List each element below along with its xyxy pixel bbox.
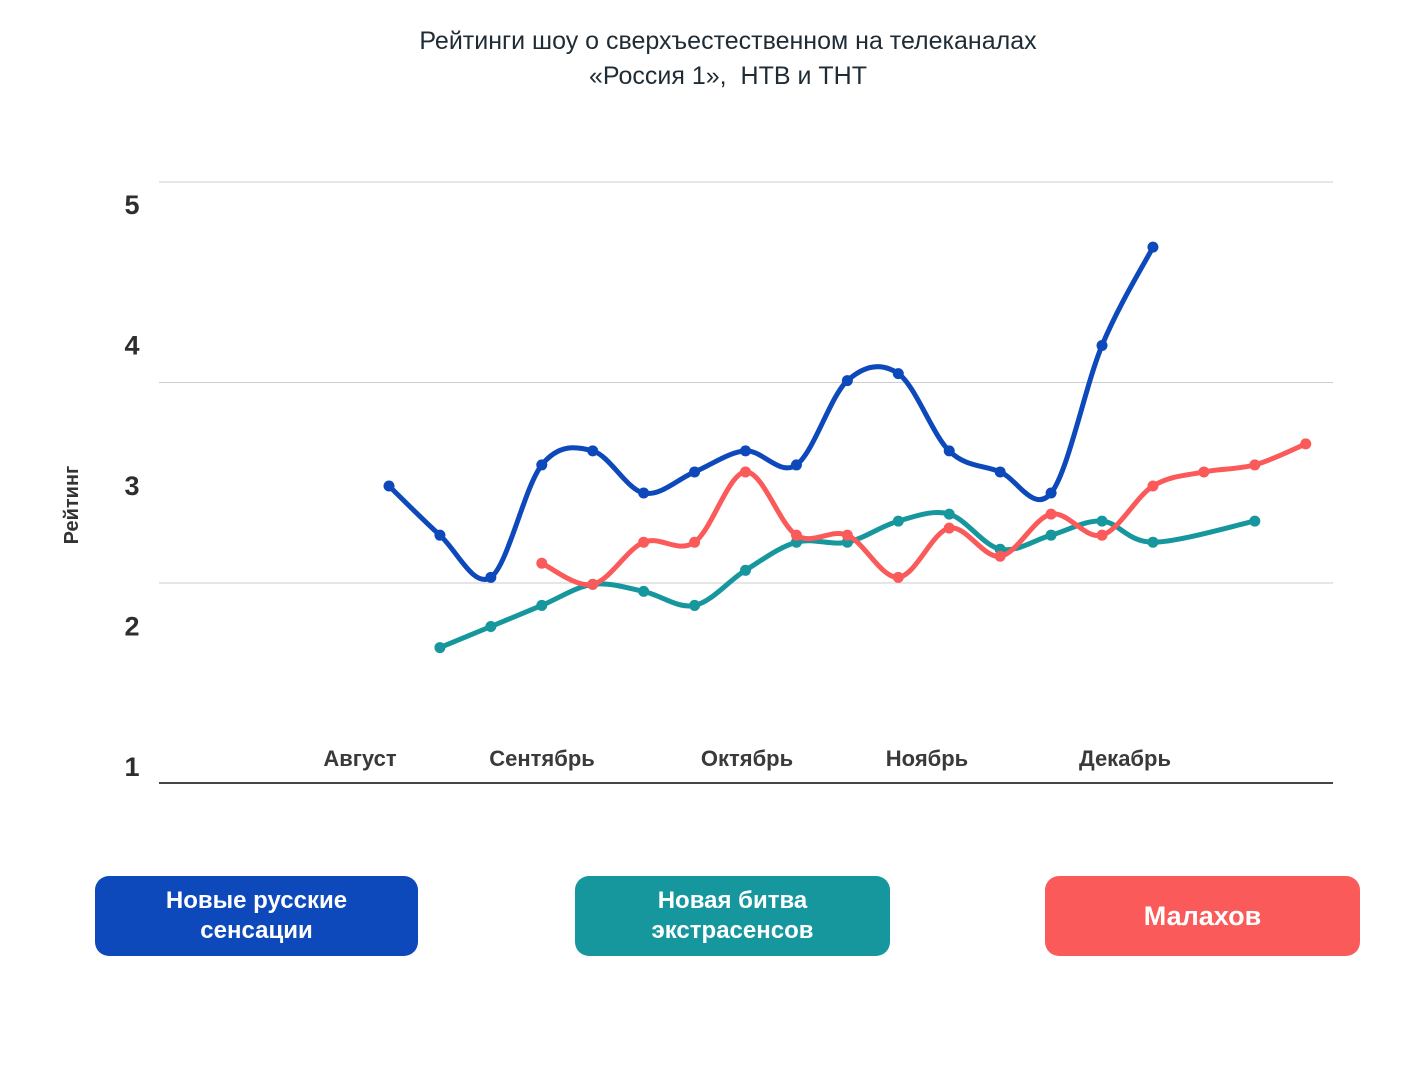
series-2	[536, 438, 1312, 590]
chart-title-line-1: Рейтинги шоу о сверхъестественном на тел…	[419, 27, 1037, 55]
legend-button-label: Малахов	[1143, 901, 1262, 931]
data-point	[1096, 529, 1108, 541]
legend-button-label: Новые русские сенсации	[165, 887, 348, 944]
data-point	[1249, 459, 1261, 471]
legend-button-malahov[interactable]: Малахов	[1045, 876, 1360, 956]
data-point	[1147, 536, 1159, 548]
data-point	[587, 578, 599, 590]
data-point	[434, 642, 446, 654]
data-point	[1198, 466, 1210, 478]
data-point	[790, 459, 802, 471]
data-point	[892, 368, 904, 380]
chart-title-line-2: «Россия 1», НТВ и ТНТ	[589, 62, 867, 90]
chart-title: Рейтинги шоу о сверхъестественном на тел…	[28, 24, 1428, 94]
data-point	[943, 522, 955, 534]
gridlines	[159, 181, 1333, 784]
data-point	[1045, 487, 1057, 499]
data-point	[689, 599, 701, 611]
data-point	[536, 557, 548, 569]
x-tick-label: Октябрь	[701, 746, 793, 771]
x-tick-label: Ноябрь	[886, 746, 968, 771]
data-point	[1300, 438, 1312, 450]
y-tick-label: 4	[124, 331, 139, 361]
y-axis-ticks: 5 4 3 2 1	[124, 190, 139, 782]
data-point	[740, 466, 752, 478]
data-point	[790, 529, 802, 541]
data-point	[943, 445, 955, 457]
data-point	[587, 445, 599, 457]
data-point	[1045, 508, 1057, 520]
data-point	[638, 487, 650, 499]
series-0	[383, 241, 1159, 583]
y-tick-label: 3	[124, 471, 139, 501]
series-line	[539, 441, 1309, 588]
data-point	[689, 536, 701, 548]
data-point	[841, 529, 853, 541]
x-tick-label: Сентябрь	[489, 746, 595, 771]
data-point	[994, 550, 1006, 562]
data-point	[740, 445, 752, 457]
data-point	[1147, 241, 1159, 253]
legend-button-label: Новая битва экстрасенсов	[651, 887, 814, 944]
data-point	[943, 508, 955, 520]
legend-button-novye-russkie-sensacii[interactable]: Новые русские сенсации	[95, 876, 418, 956]
series-line	[386, 244, 1156, 582]
data-point	[1045, 529, 1057, 541]
data-point	[740, 564, 752, 576]
data-point	[1096, 515, 1108, 527]
data-point	[485, 621, 497, 632]
data-point	[536, 599, 548, 611]
y-tick-label: 5	[124, 190, 139, 220]
data-point	[1096, 340, 1108, 351]
x-tick-label: Декабрь	[1079, 746, 1171, 771]
data-point	[1249, 515, 1261, 527]
data-point	[485, 571, 497, 583]
x-axis-ticks: Август Сентябрь Октябрь Ноябрь Декабрь	[323, 746, 1171, 771]
data-point	[892, 515, 904, 527]
data-point	[1147, 480, 1159, 492]
data-point	[638, 536, 650, 548]
y-axis-title: Рейтинг	[61, 466, 83, 545]
x-tick-label: Август	[323, 746, 396, 771]
series-line	[437, 510, 1258, 651]
data-point	[536, 459, 548, 471]
data-point	[994, 466, 1006, 478]
y-tick-label: 1	[124, 752, 139, 782]
legend-button-novaya-bitva-ekstrasensov[interactable]: Новая битва экстрасенсов	[575, 876, 890, 956]
data-point	[841, 375, 853, 387]
data-point	[638, 585, 650, 597]
data-point	[892, 571, 904, 583]
y-tick-label: 2	[124, 612, 139, 642]
data-point	[434, 529, 446, 541]
data-point	[383, 480, 395, 492]
data-point	[689, 466, 701, 478]
